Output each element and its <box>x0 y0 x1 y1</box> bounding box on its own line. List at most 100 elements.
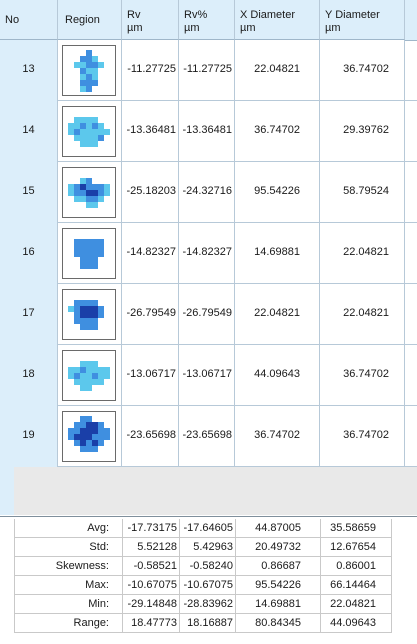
row-header-cell[interactable]: 19 <box>0 406 58 467</box>
region-pixel <box>92 373 98 379</box>
summary-x-diameter-cell: 20.49732 <box>236 538 321 557</box>
region-pixel <box>86 62 92 68</box>
rv-percent-cell[interactable]: -23.65698 <box>179 406 235 467</box>
region-cell[interactable] <box>58 40 122 101</box>
summary-y-diameter-value: 0.86001 <box>336 560 376 572</box>
region-pixel <box>92 74 98 80</box>
rv-percent-cell[interactable]: -26.79549 <box>179 284 235 345</box>
region-pixel <box>74 251 80 257</box>
region-cell[interactable] <box>58 284 122 345</box>
region-cell[interactable] <box>58 345 122 406</box>
table-row[interactable]: 13 -11.27725 -11.27725 22.04821 36.74702 <box>0 40 417 101</box>
rv-cell[interactable]: -13.06717 <box>122 345 179 406</box>
row-header-cell[interactable]: 16 <box>0 223 58 284</box>
region-pixel <box>92 257 98 263</box>
row-header-cell[interactable]: 17 <box>0 284 58 345</box>
summary-rv-percent-value: 5.42963 <box>193 541 233 553</box>
summary-y-diameter-value: 12.67654 <box>330 541 376 553</box>
summary-x-diameter-value: 95.54226 <box>255 579 301 591</box>
region-pixel <box>80 62 86 68</box>
x-diameter-cell[interactable]: 36.74702 <box>235 101 320 162</box>
region-pixel <box>92 239 98 245</box>
column-header-y-diameter-label: Y Diameter µm <box>325 9 380 34</box>
summary-rv-cell: -29.14848 <box>123 595 180 614</box>
summary-row: Std: 5.52128 5.42963 20.49732 12.67654 <box>14 538 392 557</box>
region-pixel <box>68 129 74 135</box>
table-row[interactable]: 16 -14.82327 -14.82327 14.69881 22.04821 <box>0 223 417 284</box>
summary-rv-value: -17.73175 <box>127 522 177 534</box>
y-diameter-cell[interactable]: 36.74702 <box>320 345 405 406</box>
rv-percent-cell-value: -13.36481 <box>182 124 232 136</box>
rv-percent-cell[interactable]: -11.27725 <box>179 40 235 101</box>
summary-label-value: Skewness: <box>55 560 109 572</box>
x-diameter-cell[interactable]: 36.74702 <box>235 406 320 467</box>
y-diameter-cell[interactable]: 29.39762 <box>320 101 405 162</box>
y-diameter-cell-value: 36.74702 <box>343 429 389 441</box>
table-row[interactable]: 19 -23.65698 -23.65698 36.74702 36.74702 <box>0 406 417 467</box>
column-header-no[interactable]: No <box>0 0 58 40</box>
column-header-region[interactable]: Region <box>58 0 122 40</box>
summary-label-value: Range: <box>73 617 109 629</box>
region-pixel <box>86 416 92 422</box>
rv-percent-cell[interactable]: -13.36481 <box>179 101 235 162</box>
region-pixel <box>86 428 92 434</box>
region-pixel <box>86 141 92 147</box>
rv-cell[interactable]: -23.65698 <box>122 406 179 467</box>
region-pixel <box>104 190 110 196</box>
row-number: 14 <box>22 124 35 136</box>
x-diameter-cell[interactable]: 95.54226 <box>235 162 320 223</box>
region-pixel <box>86 202 92 208</box>
table-row[interactable]: 15 -25.18203 -24.32716 95.54226 58.79524 <box>0 162 417 223</box>
column-header-x-diameter[interactable]: X Diameter µm <box>235 0 320 40</box>
row-header-cell[interactable]: 14 <box>0 101 58 162</box>
region-cell[interactable] <box>58 162 122 223</box>
rv-cell[interactable]: -13.36481 <box>122 101 179 162</box>
rv-cell[interactable]: -11.27725 <box>122 40 179 101</box>
x-diameter-cell[interactable]: 14.69881 <box>235 223 320 284</box>
summary-x-diameter-cell: 14.69881 <box>236 595 321 614</box>
row-header-cell[interactable]: 15 <box>0 162 58 223</box>
table-row[interactable]: 17 -26.79549 -26.79549 22.04821 22.04821 <box>0 284 417 345</box>
region-cell[interactable] <box>58 101 122 162</box>
summary-rv-percent-cell: -10.67075 <box>180 576 236 595</box>
y-diameter-cell[interactable]: 36.74702 <box>320 40 405 101</box>
x-diameter-cell[interactable]: 44.09643 <box>235 345 320 406</box>
y-diameter-cell[interactable]: 22.04821 <box>320 284 405 345</box>
rv-percent-cell-value: -24.32716 <box>182 185 232 197</box>
region-cell[interactable] <box>58 406 122 467</box>
table-row[interactable]: 18 -13.06717 -13.06717 44.09643 36.74702 <box>0 345 417 406</box>
summary-x-diameter-cell: 80.84345 <box>236 614 321 633</box>
region-pixel <box>80 190 86 196</box>
region-pixel <box>98 245 104 251</box>
region-pixel <box>86 190 92 196</box>
column-header-rv[interactable]: Rv µm <box>122 0 179 40</box>
rv-cell[interactable]: -14.82327 <box>122 223 179 284</box>
summary-x-diameter-value: 44.87005 <box>255 522 301 534</box>
region-pixel <box>74 62 80 68</box>
region-pixel <box>80 251 86 257</box>
summary-label-value: Std: <box>89 541 109 553</box>
region-pixel <box>68 184 74 190</box>
column-header-rv-percent[interactable]: Rv% µm <box>179 0 235 40</box>
table-row[interactable]: 14 -13.36481 -13.36481 36.74702 29.39762 <box>0 101 417 162</box>
y-diameter-cell[interactable]: 58.79524 <box>320 162 405 223</box>
region-pixel <box>92 68 98 74</box>
rv-cell[interactable]: -26.79549 <box>122 284 179 345</box>
rv-percent-cell[interactable]: -13.06717 <box>179 345 235 406</box>
region-pixel <box>92 422 98 428</box>
rv-percent-cell[interactable]: -24.32716 <box>179 162 235 223</box>
x-diameter-cell[interactable]: 22.04821 <box>235 284 320 345</box>
row-header-cell[interactable]: 13 <box>0 40 58 101</box>
column-header-y-diameter[interactable]: Y Diameter µm <box>320 0 405 40</box>
summary-y-diameter-cell: 35.58659 <box>321 519 392 538</box>
row-header-cell[interactable]: 18 <box>0 345 58 406</box>
region-pixel <box>98 196 104 202</box>
x-diameter-cell[interactable]: 22.04821 <box>235 40 320 101</box>
rv-percent-cell[interactable]: -14.82327 <box>179 223 235 284</box>
region-cell[interactable] <box>58 223 122 284</box>
region-thumbnail <box>62 289 116 340</box>
y-diameter-cell[interactable]: 22.04821 <box>320 223 405 284</box>
summary-y-diameter-value: 44.09643 <box>330 617 376 629</box>
rv-cell[interactable]: -25.18203 <box>122 162 179 223</box>
y-diameter-cell[interactable]: 36.74702 <box>320 406 405 467</box>
